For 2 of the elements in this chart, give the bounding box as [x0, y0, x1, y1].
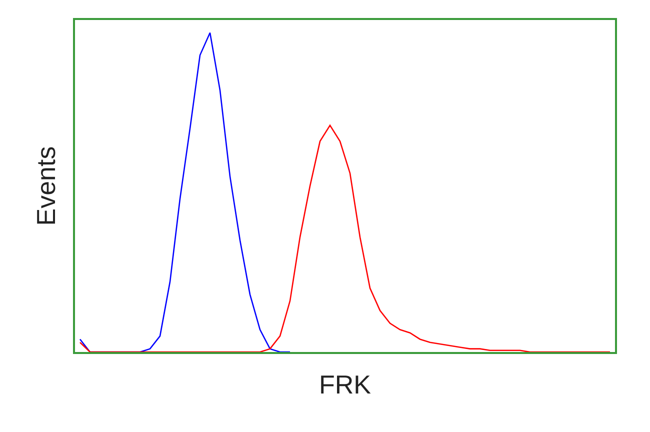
- y-axis-title: Events: [30, 146, 61, 226]
- x-axis-title: FRK: [319, 370, 372, 400]
